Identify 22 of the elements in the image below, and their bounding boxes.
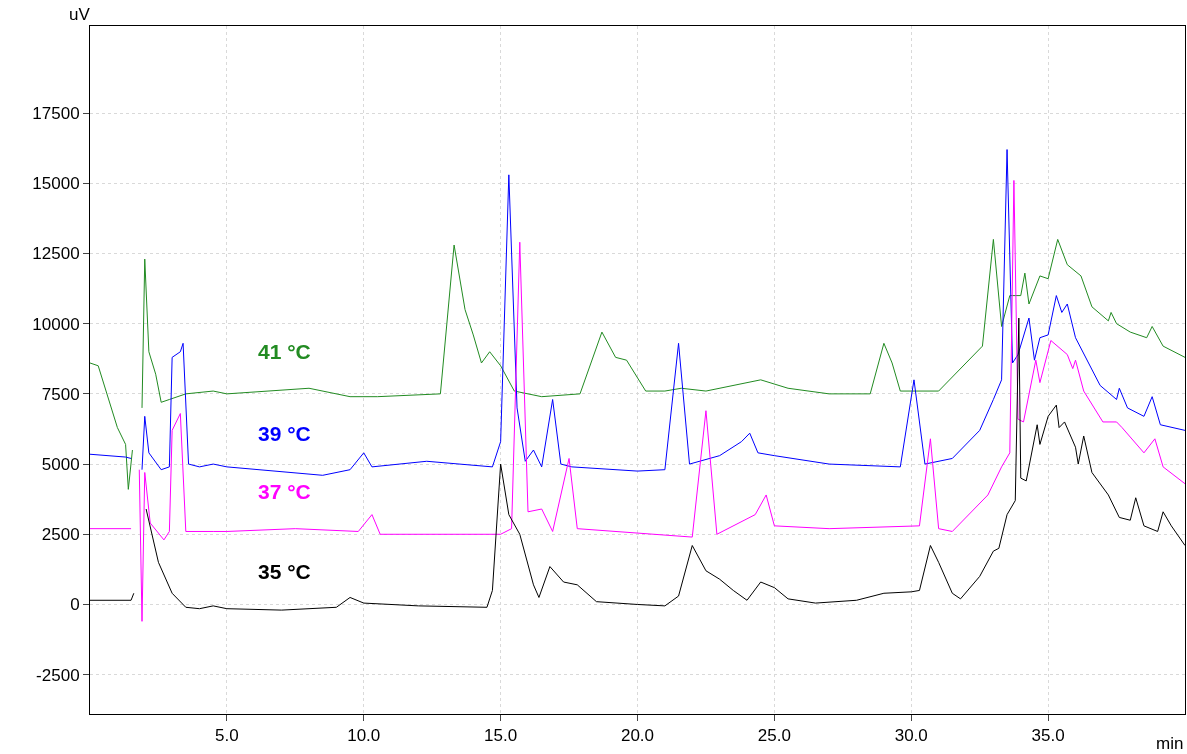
y-tick-label: 7500 (41, 384, 80, 404)
y-axis-title: uV (69, 5, 91, 24)
x-tick-label: 5.0 (215, 726, 239, 746)
y-tick-label: 10000 (32, 314, 80, 334)
y-tick-label: 0 (70, 595, 80, 615)
x-axis-title: min (1156, 734, 1184, 753)
y-tick-label: 17500 (32, 104, 80, 123)
x-tick-label: 20.0 (620, 726, 655, 746)
y-tick-label: -2500 (36, 665, 80, 685)
series-label: 37 °C (258, 480, 311, 503)
y-tick-label: 5000 (41, 455, 80, 475)
y-tick-label: 15000 (32, 174, 80, 194)
x-tick-label: 30.0 (894, 726, 928, 746)
x-tick-label: 10.0 (347, 726, 381, 746)
y-tick-label: 2500 (41, 525, 80, 545)
x-tick-label: 35.0 (1031, 726, 1065, 746)
series-label: 39 °C (258, 422, 311, 445)
series-label: 35 °C (258, 560, 311, 583)
x-tick-label: 25.0 (757, 726, 791, 746)
x-tick-label: 15.0 (484, 726, 518, 746)
y-tick-label: 12500 (32, 244, 80, 264)
series-label: 41 °C (258, 340, 311, 363)
